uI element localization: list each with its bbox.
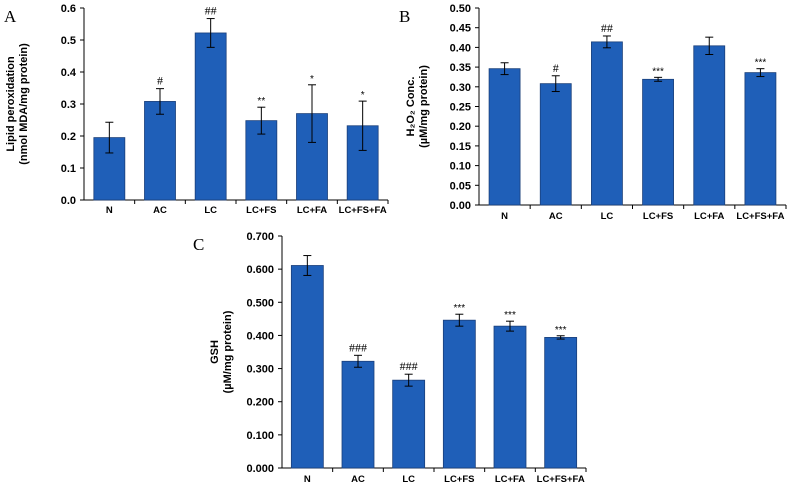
y-axis-label: H₂O₂ Conc.	[405, 77, 417, 137]
y-tick-label: 0.15	[450, 141, 471, 153]
y-tick-label: 0.6	[61, 3, 76, 15]
category-label: LC	[402, 474, 415, 485]
bar-ac	[539, 83, 572, 206]
significance-mark: ##	[205, 4, 217, 18]
category-label: LC+FS+FA	[537, 474, 585, 485]
category-label: AC	[549, 211, 563, 222]
bar-n	[290, 265, 324, 469]
panel-letter-c: C	[193, 235, 204, 254]
category-label: LC+FA	[694, 211, 724, 222]
y-tick-label: 0.200	[246, 397, 274, 409]
y-tick-label: 0.400	[246, 330, 274, 342]
y-tick-label: 0.0	[61, 195, 76, 207]
bar-ac	[144, 101, 176, 201]
significance-mark: ###	[400, 359, 418, 373]
category-label: LC	[601, 211, 614, 222]
y-tick-label: 0.05	[450, 180, 471, 192]
y-tick-label: 0.600	[246, 264, 274, 276]
category-label: LC+FS	[444, 474, 474, 485]
category-label: N	[304, 474, 311, 485]
panel-c-gsh: C 0.000 0.100 0.200 0.300 0.400 0.500 0.600 0.7…	[193, 231, 587, 485]
y-tick-label: 0.700	[246, 231, 274, 243]
significance-mark: ***	[453, 303, 465, 314]
bar-lc-fa	[493, 325, 527, 469]
y-tick-label: 0.500	[246, 297, 274, 309]
significance-mark: ###	[349, 340, 367, 354]
category-label: AC	[351, 474, 365, 485]
y-tick-label: 0.5	[61, 35, 76, 47]
y-tick-label: 0.1	[61, 163, 76, 175]
y-tick-label: 0.25	[450, 102, 471, 114]
panel-a-lipid-peroxidation: A 0.0 0.1 0.2 0.3 0.4 0.5 0.6 Lipid peroxidatio…	[4, 3, 389, 216]
category-label: LC+FS+FA	[736, 211, 784, 222]
bar-lc	[392, 379, 426, 469]
significance-mark: **	[257, 96, 265, 107]
significance-mark: ***	[652, 66, 664, 77]
significance-mark: ***	[755, 58, 767, 69]
bar-lc	[591, 41, 623, 206]
bar-lc-fa	[296, 113, 328, 201]
y-tick-label: 0.100	[246, 430, 274, 442]
bar-lc-fs	[442, 319, 476, 469]
category-label: LC+FA	[297, 205, 327, 216]
y-tick-label: 0.3	[61, 99, 76, 111]
significance-mark: #	[157, 74, 163, 88]
significance-mark: ##	[601, 21, 613, 35]
category-label: LC+FS+FA	[339, 205, 387, 216]
y-tick-label: 0.300	[246, 364, 274, 376]
y-axis-label: (µM/mg protein)	[222, 310, 234, 393]
y-axis-label: GSH	[209, 340, 221, 364]
category-label: N	[106, 205, 113, 216]
y-tick-label: 0.00	[450, 200, 471, 212]
category-label: LC+FA	[495, 474, 525, 485]
y-tick-label: 0.2	[61, 131, 76, 143]
panel-letter-a: A	[4, 7, 17, 26]
y-tick-label: 0.45	[450, 23, 471, 35]
y-tick-label: 0.000	[246, 463, 274, 475]
y-axis-label: (µM/mg protein)	[418, 65, 430, 148]
y-tick-label: 0.40	[450, 42, 471, 54]
bar-lc-fs	[642, 78, 674, 206]
y-tick-label: 0.50	[450, 3, 471, 15]
bar-lc-fa	[693, 45, 726, 206]
category-label: LC+FS	[643, 211, 673, 222]
y-tick-label: 0.30	[450, 82, 471, 94]
category-label: N	[501, 211, 508, 222]
bar-lc	[194, 32, 227, 201]
category-label: LC	[204, 205, 217, 216]
panel-b-h2o2-concentration: B 0.00 0.05 0.10 0.15 0.20 0.25 0.30 0.35 0.40 0.…	[399, 3, 787, 222]
significance-mark: ***	[504, 310, 516, 321]
panel-letter-b: B	[399, 7, 410, 26]
y-tick-label: 0.10	[450, 161, 471, 173]
significance-mark: *	[361, 90, 365, 101]
bar-ac	[341, 360, 375, 469]
y-axis-label: Lipid peroxidation	[5, 56, 17, 152]
bar-lc-fs-fa	[544, 337, 578, 469]
bar-lc-fs-fa	[744, 72, 777, 206]
category-label: LC+FS	[246, 205, 276, 216]
significance-mark: *	[310, 74, 314, 85]
y-tick-label: 0.4	[61, 67, 77, 79]
y-axis-label: (nmol MDA/mg protein)	[18, 43, 30, 165]
bar-n	[488, 68, 521, 206]
category-label: AC	[153, 205, 167, 216]
significance-mark: #	[553, 61, 559, 75]
y-tick-label: 0.35	[450, 62, 471, 74]
significance-mark: ***	[555, 325, 567, 336]
y-tick-label: 0.20	[450, 121, 471, 133]
